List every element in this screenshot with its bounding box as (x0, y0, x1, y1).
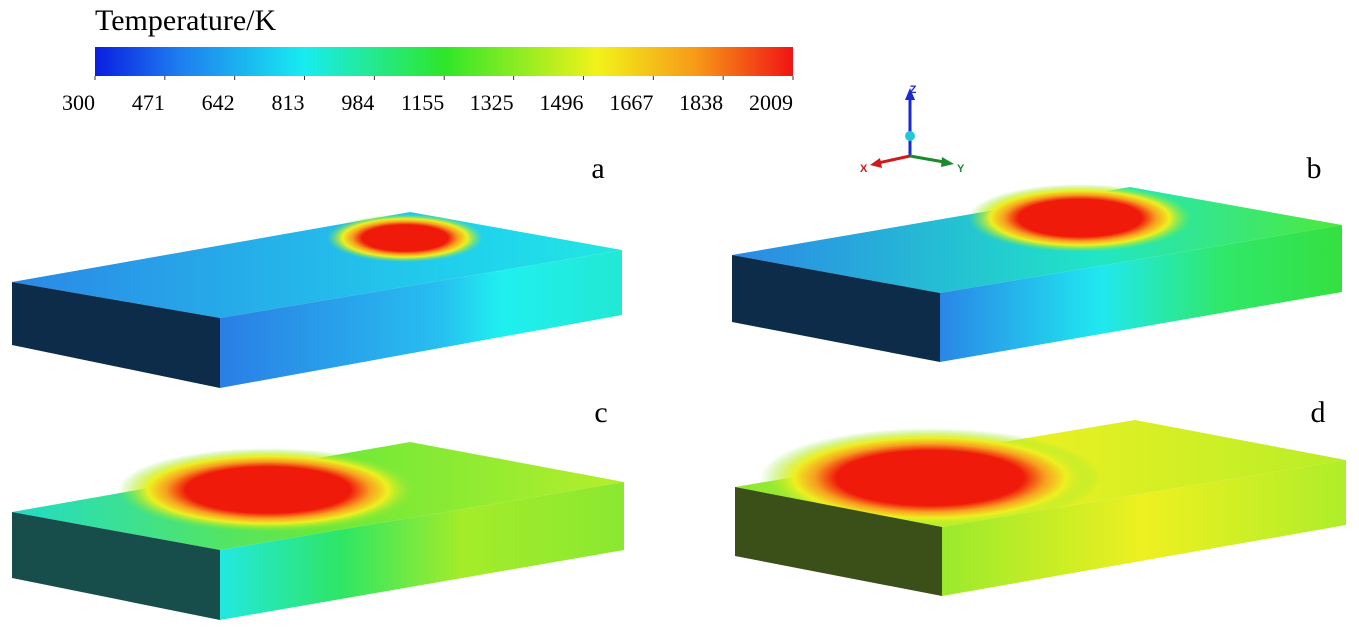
panel-label: a (591, 152, 604, 185)
panel-d: d (735, 396, 1346, 596)
tick-label: 2009 (749, 90, 793, 115)
axis-triad: Z X Y (860, 84, 965, 175)
side-face (940, 225, 1342, 362)
tick-label: 642 (202, 90, 235, 115)
front-face (735, 487, 942, 596)
side-face (942, 460, 1346, 596)
z-label: Z (910, 84, 917, 96)
side-face (220, 482, 624, 620)
panel-label: b (1307, 152, 1322, 185)
tick-label: 1155 (401, 90, 444, 115)
y-arrow (941, 157, 954, 167)
front-face (12, 512, 220, 620)
colorbar-ticks: 300 471 642 813 984 1155 1325 1496 1667 1838 2009 (62, 76, 794, 115)
hot-spot (760, 428, 1100, 528)
tick-label: 300 (62, 90, 95, 115)
tick-label: 813 (272, 90, 305, 115)
tick-label: 1838 (679, 90, 723, 115)
x-arrow (870, 158, 882, 168)
colorbar (95, 47, 793, 76)
panel-label: c (594, 396, 607, 429)
tick-label: 1667 (609, 90, 653, 115)
hot-spot (118, 448, 418, 532)
panel-b: b (732, 152, 1342, 362)
tick-label: 984 (341, 90, 374, 115)
hot-spot (327, 214, 483, 262)
tick-label: 471 (132, 90, 165, 115)
x-label: X (860, 163, 868, 175)
side-face (220, 250, 622, 388)
panel-label: d (1311, 396, 1326, 429)
colorbar-title: Temperature/K (95, 4, 276, 37)
panel-c: c (12, 396, 624, 620)
y-axis (909, 154, 945, 164)
hot-spot (968, 184, 1192, 252)
z-arrow (905, 88, 915, 100)
panel-a: a (12, 152, 622, 388)
x-axis (877, 154, 911, 165)
tick-label: 1496 (539, 90, 583, 115)
front-face (12, 282, 220, 388)
y-label: Y (957, 163, 965, 175)
tick-label: 1325 (470, 90, 514, 115)
origin-marker (905, 131, 915, 141)
front-face (732, 255, 940, 362)
